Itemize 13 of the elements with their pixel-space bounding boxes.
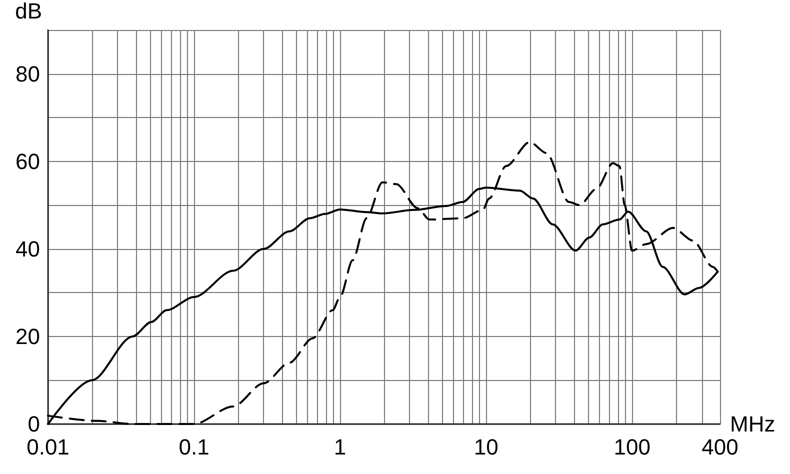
x-tick-label: 100 <box>614 434 650 460</box>
y-tick-label: 0 <box>28 412 40 436</box>
y-tick-label: 20 <box>16 324 40 349</box>
x-axis-title: MHz <box>730 412 776 436</box>
y-tick-label: 40 <box>16 236 40 262</box>
y-axis-title: dB <box>15 0 42 24</box>
x-tick-label: 1 <box>334 434 346 460</box>
x-tick-label: 0.1 <box>178 434 210 460</box>
y-tick-label: 60 <box>16 148 40 174</box>
x-tick-label: 0.01 <box>26 434 70 460</box>
y-tick-label: 80 <box>16 61 40 86</box>
x-tick-label: 10 <box>474 434 498 460</box>
x-tick-label: 400 <box>702 434 738 460</box>
